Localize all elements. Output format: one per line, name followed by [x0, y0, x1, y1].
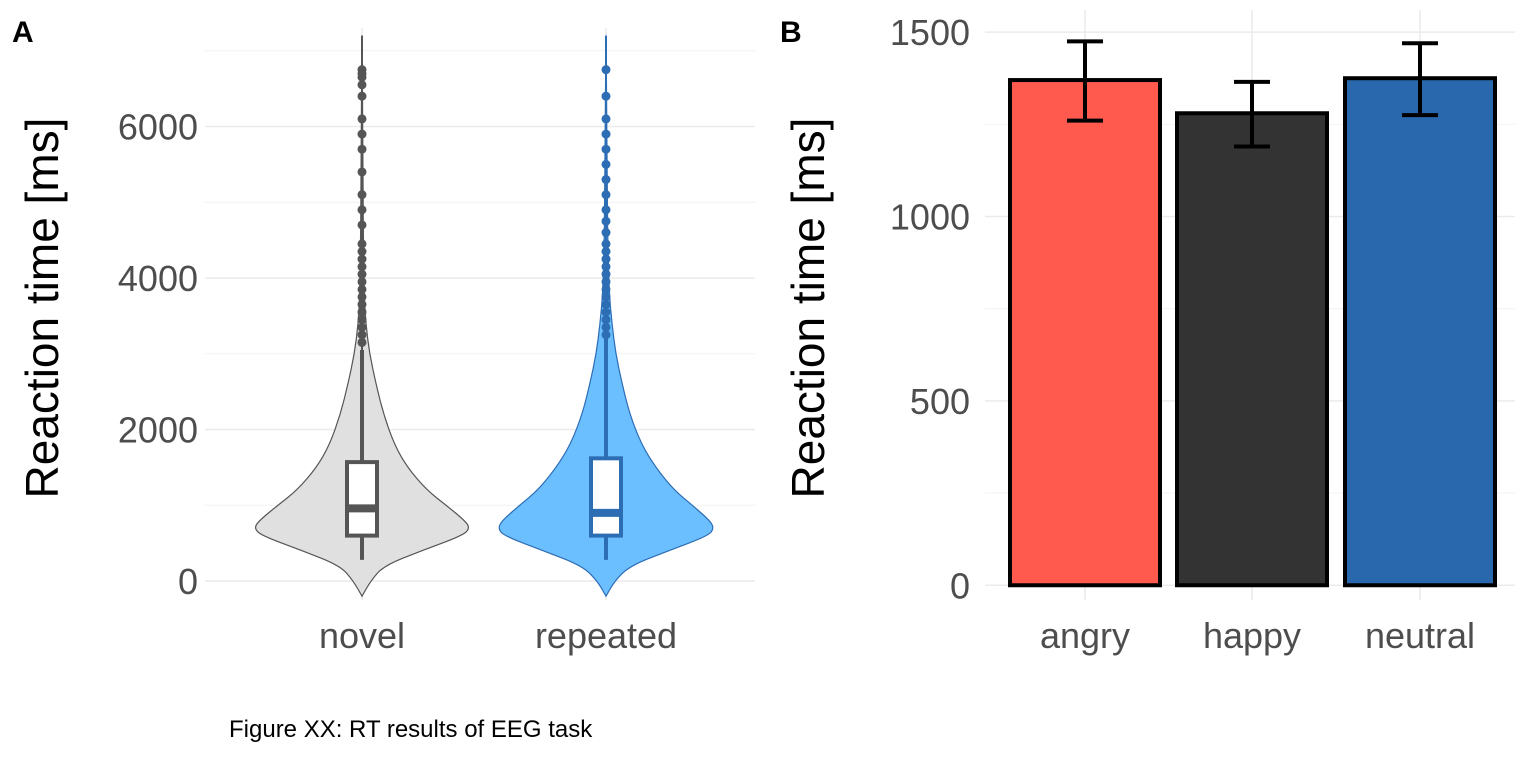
b-x-tick-label-happy: happy — [1203, 615, 1301, 656]
outlier-repeated-12 — [601, 239, 611, 249]
outlier-repeated-6 — [601, 284, 611, 294]
outlier-novel-9 — [357, 269, 367, 279]
panel-a-x-ticks: novel repeated — [319, 615, 677, 656]
b-y-tick-label-2: 1000 — [890, 197, 970, 238]
panel-b-x-ticks: angry happy neutral — [1040, 615, 1475, 656]
outlier-novel-8 — [357, 277, 367, 287]
outlier-repeated-14 — [601, 216, 611, 226]
outlier-repeated-7 — [601, 277, 611, 287]
outlier-novel-5 — [357, 300, 367, 310]
b-x-tick-label-angry: angry — [1040, 615, 1130, 656]
box-novel — [345, 460, 379, 538]
figure-caption: Figure XX: RT results of EEG task — [229, 716, 593, 743]
a-y-tick-label-0: 0 — [178, 561, 198, 602]
a-y-tick-label-1: 2000 — [118, 410, 198, 451]
outlier-repeated-20 — [601, 129, 611, 139]
outlier-repeated-8 — [601, 269, 611, 279]
panel-a-y-ticks: 0 2000 4000 6000 — [118, 106, 198, 602]
b-y-tick-label-0: 0 — [950, 565, 970, 606]
panel-b-label: B — [780, 16, 802, 49]
panel-b-bar-chart: B 0 500 1000 1500 angry happy neutral Reactio… — [780, 10, 1515, 656]
outlier-novel-14 — [357, 220, 367, 230]
outlier-novel-7 — [357, 284, 367, 294]
outlier-novel-10 — [357, 262, 367, 272]
outlier-novel-18 — [357, 144, 367, 154]
a-x-tick-label-repeated: repeated — [535, 615, 677, 656]
b-y-tick-label-1: 500 — [910, 381, 970, 422]
box-repeated — [589, 456, 623, 538]
outlier-novel-21 — [357, 91, 367, 101]
outlier-repeated-23 — [601, 65, 611, 75]
a-y-tick-label-2: 4000 — [118, 258, 198, 299]
outlier-repeated-21 — [601, 114, 611, 124]
outlier-novel-19 — [357, 129, 367, 139]
panel-b-y-ticks: 0 500 1000 1500 — [890, 12, 970, 606]
outlier-novel-2 — [357, 322, 367, 332]
a-y-tick-label-3: 6000 — [118, 106, 198, 147]
outlier-repeated-22 — [601, 91, 611, 101]
panel-b-marks — [1008, 39, 1497, 588]
outlier-novel-17 — [357, 167, 367, 177]
outlier-repeated-15 — [601, 205, 611, 215]
outlier-repeated-9 — [601, 262, 611, 272]
bar-angry — [1008, 78, 1162, 588]
outlier-novel-1 — [357, 330, 367, 340]
outlier-repeated-13 — [601, 228, 611, 238]
outlier-novel-15 — [357, 205, 367, 215]
panel-b-y-axis-title: Reaction time [ms] — [782, 118, 834, 499]
outlier-novel-12 — [357, 246, 367, 256]
bar-neutral — [1343, 76, 1497, 588]
b-y-tick-label-3: 1500 — [890, 12, 970, 53]
outlier-novel-0 — [357, 337, 367, 347]
outlier-repeated-1 — [601, 322, 611, 332]
a-x-tick-label-novel: novel — [319, 615, 405, 656]
outlier-repeated-5 — [601, 292, 611, 302]
bar-happy — [1175, 111, 1329, 588]
b-x-tick-label-neutral: neutral — [1365, 615, 1475, 656]
outlier-repeated-11 — [601, 246, 611, 256]
outlier-novel-20 — [357, 114, 367, 124]
panel-a-violin-chart: A 0 2000 4000 6000 novel repeated Reaction t… — [12, 16, 755, 656]
outlier-novel-11 — [357, 254, 367, 264]
outlier-repeated-3 — [601, 307, 611, 317]
outlier-repeated-16 — [601, 190, 611, 200]
panel-a-y-axis-title: Reaction time [ms] — [16, 118, 68, 499]
outlier-repeated-0 — [601, 330, 611, 340]
panel-a-label: A — [12, 16, 34, 49]
panel-a-marks — [254, 35, 714, 598]
outlier-novel-13 — [357, 239, 367, 249]
outlier-repeated-10 — [601, 254, 611, 264]
outlier-repeated-19 — [601, 144, 611, 154]
outlier-repeated-2 — [601, 315, 611, 325]
outlier-novel-3 — [357, 315, 367, 325]
outlier-novel-25 — [357, 65, 367, 75]
outlier-novel-22 — [357, 80, 367, 90]
outlier-novel-6 — [357, 292, 367, 302]
outlier-novel-4 — [357, 307, 367, 317]
outlier-repeated-4 — [601, 300, 611, 310]
outlier-novel-16 — [357, 190, 367, 200]
outlier-repeated-17 — [601, 175, 611, 185]
outlier-repeated-18 — [601, 159, 611, 169]
